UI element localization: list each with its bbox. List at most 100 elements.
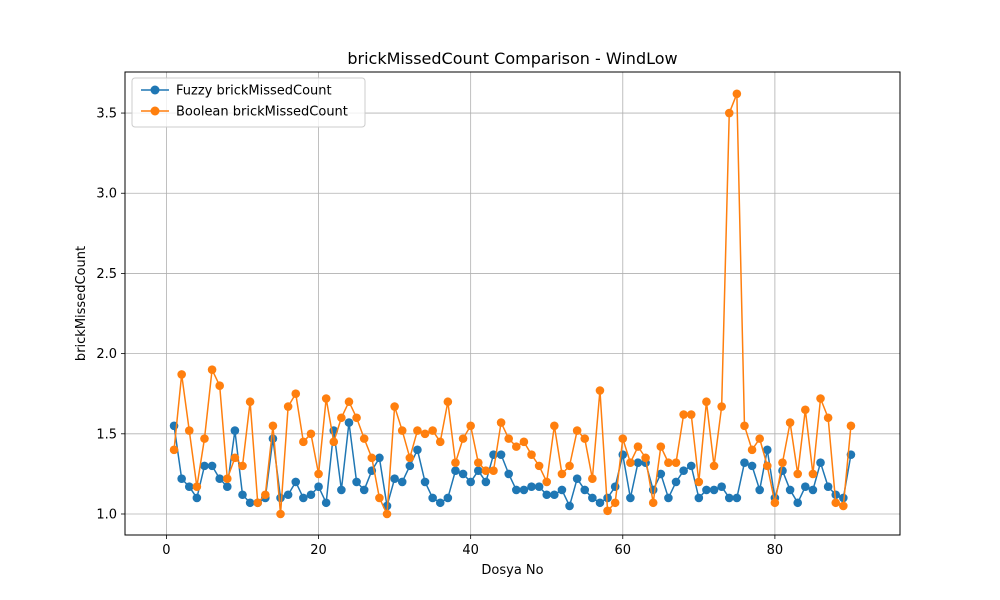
data-point-fuzzy [222,482,232,492]
data-point-fuzzy [276,493,285,503]
data-point-boolean [801,405,810,415]
data-point-boolean [519,437,529,447]
data-point-boolean [329,437,339,447]
data-point-boolean [618,434,628,443]
data-point-fuzzy [344,418,354,427]
data-point-fuzzy [785,485,795,495]
data-point-boolean [169,445,179,455]
data-point-boolean [580,434,590,443]
data-point-boolean [375,493,384,503]
data-point-fuzzy [633,458,643,467]
data-point-boolean [664,458,673,467]
data-point-fuzzy [283,490,293,500]
data-point-boolean [238,461,247,471]
data-point-boolean [215,381,224,390]
data-point-fuzzy [481,477,491,487]
data-point-boolean [557,469,567,479]
data-point-boolean [299,437,308,447]
data-point-boolean [321,394,331,403]
data-point-fuzzy [230,426,240,435]
data-point-boolean [550,421,559,431]
data-point-fuzzy [337,485,346,495]
series-group [169,89,856,519]
data-point-boolean [337,413,346,423]
ticks: 0 20 40 60 80 1.0 1.5 2.0 2.5 3.0 3.5 [96,107,783,558]
legend-box [131,77,366,128]
data-point-boolean [641,453,650,463]
data-point-boolean [245,397,255,407]
grid [125,72,900,535]
data-point-fuzzy [299,493,308,503]
data-point-boolean [679,410,688,419]
data-point-fuzzy [352,477,361,487]
data-point-boolean [504,434,513,443]
data-point-boolean [839,501,848,511]
x-tick-label: 60 [615,543,632,558]
data-point-fuzzy [268,434,278,443]
data-point-fuzzy [542,490,552,500]
data-point-fuzzy [762,445,772,455]
data-point-fuzzy [512,485,521,495]
data-point-boolean [359,434,369,443]
data-point-boolean [542,477,552,487]
data-point-boolean [413,426,422,435]
y-tick-label: 2.5 [96,267,117,282]
y-tick-label: 3.0 [96,187,117,202]
data-point-boolean [253,498,263,508]
data-point-boolean [565,461,574,471]
chart-title: brickMissedCount Comparison - WindLow [347,49,677,68]
data-point-fuzzy [215,474,224,484]
data-point-fuzzy [200,461,209,471]
data-point-fuzzy [451,466,460,475]
legend-marker-fuzzy [150,85,160,95]
legend-label-fuzzy: Fuzzy brickMissedCount [176,84,332,99]
data-point-fuzzy [588,493,597,503]
data-point-fuzzy [656,469,666,479]
data-point-fuzzy [390,474,399,484]
data-point-boolean [603,506,612,516]
data-point-fuzzy [580,485,590,495]
data-point-boolean [831,498,841,508]
data-point-fuzzy [519,485,529,495]
y-tick-label: 2.0 [96,347,117,362]
series-line-boolean [173,93,852,515]
data-point-fuzzy [443,493,453,503]
legend-marker-boolean [150,106,160,116]
data-point-boolean [709,461,719,471]
data-point-boolean [496,418,506,427]
data-point-fuzzy [595,498,605,508]
data-point-boolean [481,466,491,475]
data-point-boolean [192,482,202,492]
data-point-fuzzy [458,469,468,479]
data-point-boolean [268,421,278,431]
data-point-boolean [846,421,856,431]
series-boolean [169,89,856,519]
data-point-boolean [648,498,658,508]
data-point-boolean [778,458,787,467]
data-point-boolean [740,421,749,431]
data-point-boolean [702,397,711,407]
data-point-fuzzy [664,493,673,503]
data-point-fuzzy [793,498,803,508]
data-point-fuzzy [755,485,764,495]
data-point-fuzzy [694,493,704,503]
data-point-fuzzy [527,482,536,492]
data-point-fuzzy [724,493,734,503]
data-point-boolean [671,458,681,467]
data-point-boolean [397,426,407,435]
data-point-boolean [390,402,399,411]
data-point-boolean [534,461,544,471]
data-point-boolean [717,402,726,411]
data-point-boolean [291,389,301,399]
data-point-fuzzy [747,461,757,471]
data-point-boolean [588,474,597,484]
data-point-fuzzy [397,477,407,487]
x-axis-title: Dosya No [481,563,543,578]
data-point-fuzzy [420,477,430,487]
data-point-boolean [177,370,186,379]
data-point-fuzzy [671,477,681,487]
x-tick-label: 80 [767,543,784,558]
data-point-fuzzy [626,493,635,503]
data-point-fuzzy [435,498,445,508]
